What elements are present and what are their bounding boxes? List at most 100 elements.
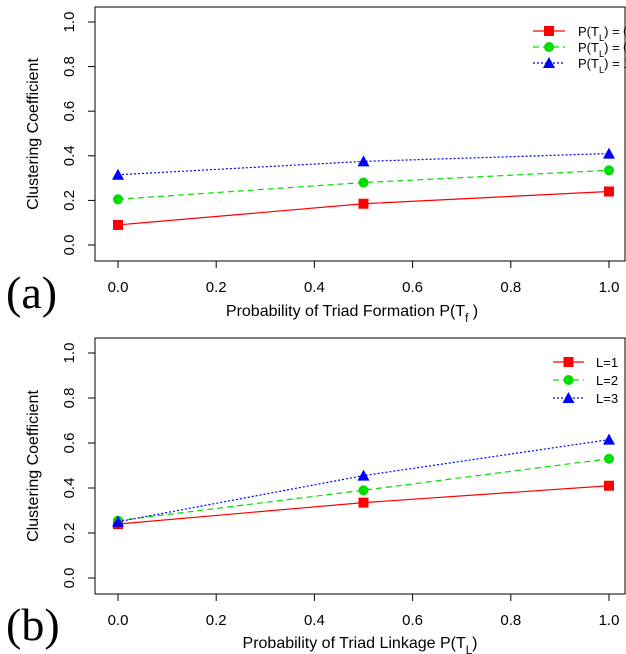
legend-label-suffix: ) = 1.0 xyxy=(604,56,626,71)
x-tick-label: 0.4 xyxy=(304,612,325,629)
legend-marker xyxy=(544,26,554,36)
data-point xyxy=(357,469,370,481)
legend-label-suffix: ) = 0.0 xyxy=(604,24,626,39)
legend-label: P(TL) = 0.5 xyxy=(578,40,626,59)
legend-item: P(TL) = 0.0 xyxy=(533,24,626,43)
data-point xyxy=(113,219,123,230)
x-axis-title: Probability of Triad Linkage P(TL) xyxy=(243,635,478,654)
legend-item: L=1 xyxy=(553,355,618,370)
legend-label-base: L=2 xyxy=(596,373,618,388)
series-3 xyxy=(112,433,615,527)
data-point xyxy=(357,155,370,167)
x-tick-label: 1.0 xyxy=(599,612,620,629)
legend-label: L=1 xyxy=(596,355,618,370)
series-1 xyxy=(113,186,614,230)
data-point xyxy=(113,194,123,205)
y-tick-label: 0.6 xyxy=(61,101,78,122)
x-tick-label: 0.4 xyxy=(304,279,325,296)
y-tick-label: 0.8 xyxy=(61,56,78,77)
legend-label-subscript: L xyxy=(599,49,604,59)
y-tick-label: 1.0 xyxy=(61,12,78,33)
plot-frame xyxy=(94,337,626,595)
legend-label-base: P(T xyxy=(578,24,599,39)
legend-label: L=3 xyxy=(596,391,618,406)
legend-marker xyxy=(563,375,574,385)
series-2 xyxy=(113,453,614,526)
data-point xyxy=(358,198,369,209)
y-tick-label: 0.4 xyxy=(61,478,78,499)
data-point xyxy=(112,515,124,527)
y-tick-label: 1.0 xyxy=(61,343,78,364)
x-axis: 0.0 0.2 0.4 0.6 0.8 1.0 xyxy=(108,594,620,629)
series-3 xyxy=(112,147,615,180)
x-axis-title-subscript: L xyxy=(466,645,473,654)
x-tick-label: 0.6 xyxy=(402,279,423,296)
x-tick-label: 0.2 xyxy=(206,279,227,296)
legend-label: L=2 xyxy=(596,373,618,388)
y-tick-label: 0.0 xyxy=(61,568,78,589)
legend-label: P(TL) = 1.0 xyxy=(578,56,626,75)
x-tick-label: 0.2 xyxy=(206,612,227,629)
x-axis: 0.0 0.2 0.4 0.6 0.8 1.0 xyxy=(108,261,620,296)
data-point xyxy=(603,433,615,445)
x-axis-title-base: Probability of Triad Linkage P(T xyxy=(243,635,466,652)
x-axis-title-suffix: ) xyxy=(472,635,477,652)
y-tick-label: 0.6 xyxy=(61,433,78,454)
data-point xyxy=(358,177,369,188)
data-point xyxy=(604,453,614,464)
y-axis-title: Clustering Coefficient xyxy=(25,390,42,542)
legend-item: L=3 xyxy=(553,391,618,406)
legend-marker xyxy=(543,57,555,68)
series-line xyxy=(117,169,610,200)
legend-item: P(TL) = 1.0 xyxy=(533,56,626,75)
data-point xyxy=(604,186,614,197)
data-point xyxy=(112,168,124,180)
legend-label-base: L=3 xyxy=(596,391,618,406)
legend-label-base: P(T xyxy=(578,56,599,71)
legend-label-subscript: L xyxy=(599,33,604,43)
x-axis-title: Probability of Triad Formation P(Tf ) xyxy=(226,303,478,325)
y-tick-label: 0.2 xyxy=(61,523,78,544)
x-axis-title-base: Probability of Triad Formation P(T xyxy=(226,303,465,320)
legend-item: P(TL) = 0.5 xyxy=(533,40,626,59)
legend-label-subscript: L xyxy=(599,65,604,75)
legend-marker xyxy=(563,357,574,367)
chart-panel-a: 0.0 0.2 0.4 0.6 0.8 1.0 0.0 0.2 0.4 0.6 0.8 1.0 Prob… xyxy=(6,6,626,325)
legend-item: L=2 xyxy=(553,373,618,388)
legend-label-base: P(T xyxy=(578,40,599,55)
y-tick-label: 0.8 xyxy=(61,388,78,409)
x-tick-label: 0.0 xyxy=(108,612,129,629)
data-point xyxy=(603,147,615,159)
legend-label: P(TL) = 0.0 xyxy=(578,24,626,43)
panel-label: (a) xyxy=(6,267,57,318)
legend-marker xyxy=(562,392,575,403)
legend-label-suffix: ) = 0.5 xyxy=(604,40,626,55)
plot-frame xyxy=(94,6,626,262)
legend-marker xyxy=(544,42,554,52)
y-tick-label: 0.2 xyxy=(61,190,78,211)
y-axis-title: Clustering Coefficient xyxy=(25,58,42,210)
panel-label: (b) xyxy=(6,599,60,650)
x-tick-label: 1.0 xyxy=(599,279,620,296)
series-2 xyxy=(113,165,614,205)
data-point xyxy=(358,497,369,508)
series-line xyxy=(117,439,610,523)
legend: L=1 L=2 L=3 xyxy=(553,355,618,406)
y-axis: 0.0 0.2 0.4 0.6 0.8 1.0 xyxy=(61,12,95,255)
data-point xyxy=(358,485,369,496)
legend: P(TL) = 0.0P(TL) = 0.5P(TL) = 1.0 xyxy=(533,24,626,75)
x-axis-title-subscript: f xyxy=(465,313,469,325)
data-point xyxy=(604,165,614,176)
series-line xyxy=(117,458,610,522)
y-tick-label: 0.4 xyxy=(61,145,78,166)
x-axis-title-suffix: ) xyxy=(468,303,478,320)
x-tick-label: 0.6 xyxy=(402,612,423,629)
x-tick-label: 0.0 xyxy=(108,279,129,296)
y-axis: 0.0 0.2 0.4 0.6 0.8 1.0 xyxy=(61,343,95,589)
legend-label-base: L=1 xyxy=(596,355,618,370)
data-point xyxy=(604,480,614,491)
chart-panel-b: 0.0 0.2 0.4 0.6 0.8 1.0 0.0 0.2 0.4 0.6 0.8 1.0 Prob… xyxy=(6,337,626,654)
x-tick-label: 0.8 xyxy=(500,279,521,296)
x-tick-label: 0.8 xyxy=(500,612,521,629)
